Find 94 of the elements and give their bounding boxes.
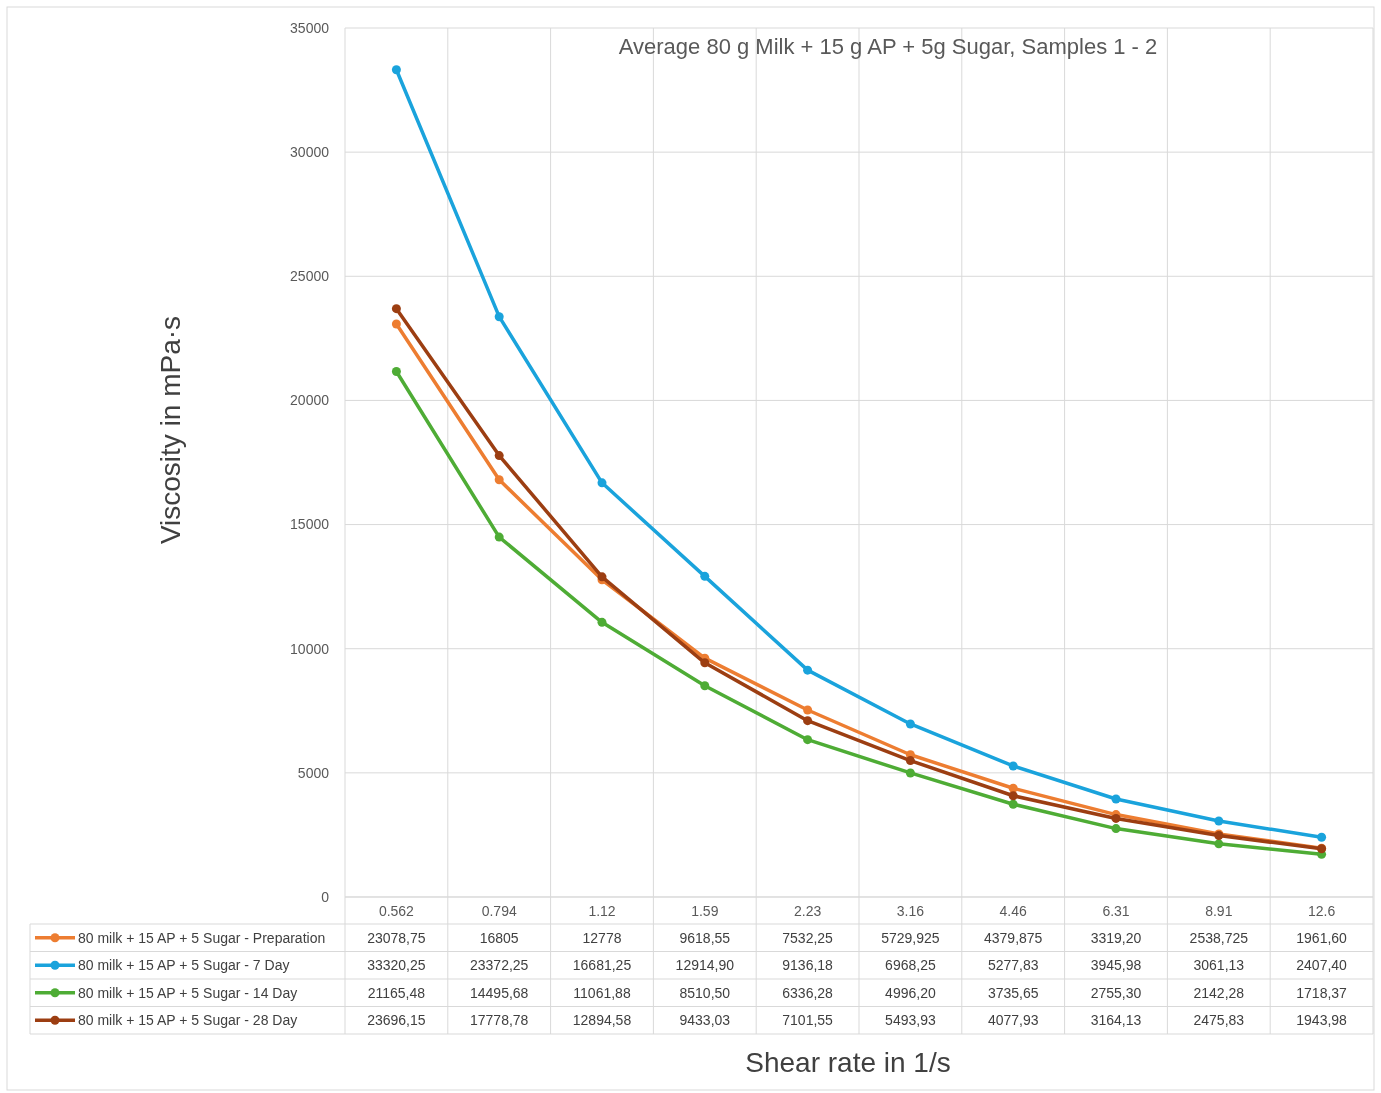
point (1214, 839, 1224, 849)
data-label: 8510,50 (679, 984, 731, 1001)
x-tick-label: 12.6 (1307, 902, 1336, 919)
point (905, 768, 915, 778)
data-label: 17778,78 (470, 1012, 529, 1029)
point (803, 665, 813, 675)
x-tick-label: 6.31 (1102, 902, 1130, 919)
data-label: 1718,37 (1296, 984, 1348, 1001)
x-tick-label: 4.46 (999, 902, 1028, 919)
x-tick-label: 2.23 (793, 902, 822, 919)
data-label: 23696,15 (367, 1012, 426, 1029)
y-axis-title: Viscosity in mPa·s (154, 315, 186, 545)
point (905, 756, 915, 766)
data-label: 2538,725 (1189, 929, 1249, 946)
data-label: 12914,90 (675, 957, 735, 974)
data-label: 23078,75 (367, 929, 426, 946)
point (1111, 794, 1121, 804)
point (1008, 791, 1018, 801)
data-label: 16681,25 (572, 957, 632, 974)
data-label: 21165,48 (367, 984, 426, 1001)
point (391, 304, 401, 314)
x-tick-label: 0.794 (481, 902, 517, 919)
point (1008, 783, 1018, 793)
data-label: 1961,60 (1296, 929, 1348, 946)
legend-label: 80 milk + 15 AP + 5 Sugar - 7 Day (78, 957, 290, 974)
data-label: 3945,98 (1090, 957, 1142, 974)
data-label: 2407,40 (1296, 957, 1348, 974)
data-label: 5493,93 (885, 1012, 936, 1029)
data-label: 4379,875 (984, 929, 1043, 946)
data-label: 4077,93 (987, 1012, 1039, 1029)
point (391, 65, 401, 75)
point (700, 571, 710, 581)
x-tick-label: 8.91 (1205, 902, 1233, 919)
point (494, 475, 504, 485)
data-label: 3061,13 (1193, 957, 1245, 974)
data-label: 2142,28 (1193, 984, 1245, 1001)
data-label: 6968,25 (885, 957, 936, 974)
data-label: 7532,25 (782, 929, 834, 946)
data-label: 2475,83 (1193, 1012, 1245, 1029)
data-label: 1943,98 (1296, 1012, 1348, 1029)
point (1008, 799, 1018, 809)
point (494, 451, 504, 461)
point (1111, 824, 1121, 834)
point (803, 705, 813, 715)
point (700, 658, 710, 668)
data-label: 14495,68 (470, 984, 529, 1001)
chart-title: Average 80 g Milk + 15 g AP + 5g Sugar, Samples 1 - 2 (618, 33, 1158, 59)
y-tick-label: 35000 (290, 19, 330, 36)
data-label: 6336,28 (782, 984, 834, 1001)
point (1008, 761, 1018, 771)
data-label: 5729,925 (881, 929, 940, 946)
point (494, 532, 504, 542)
data-label: 5277,83 (987, 957, 1039, 974)
point (1317, 832, 1327, 842)
data-label: 3319,20 (1090, 929, 1142, 946)
x-tick-label: 1.12 (588, 902, 616, 919)
data-label: 9136,18 (782, 957, 834, 974)
y-tick-label: 0 (321, 888, 330, 905)
x-tick-label: 0.562 (378, 902, 415, 919)
point (803, 735, 813, 745)
data-label: 23372,25 (470, 957, 529, 974)
y-tick-label: 25000 (290, 268, 330, 285)
legend-label: 80 milk + 15 AP + 5 Sugar - 28 Day (78, 1012, 298, 1029)
data-label: 12778 (582, 929, 622, 946)
point (597, 478, 607, 488)
y-tick-label: 5000 (297, 764, 330, 781)
data-label: 33320,25 (367, 957, 426, 974)
point (597, 617, 607, 627)
data-label: 12894,58 (572, 1012, 632, 1029)
x-tick-label: 1.59 (691, 902, 719, 919)
y-tick-label: 30000 (290, 144, 330, 161)
data-label: 4996,20 (885, 984, 936, 1001)
data-label: 7101,55 (782, 1012, 834, 1029)
point (905, 719, 915, 729)
point (803, 716, 813, 726)
point (391, 319, 401, 329)
data-label: 9433,03 (679, 1012, 731, 1029)
y-tick-label: 20000 (290, 392, 330, 409)
legend-label: 80 milk + 15 AP + 5 Sugar - Preparation (78, 929, 326, 946)
data-label: 3735,65 (987, 984, 1039, 1001)
point (494, 312, 504, 322)
point (700, 681, 710, 691)
point (391, 366, 401, 376)
x-tick-label: 3.16 (896, 902, 925, 919)
data-label: 9618,55 (679, 929, 731, 946)
x-axis-title: Shear rate in 1/s (745, 1046, 951, 1078)
data-label: 11061,88 (573, 984, 631, 1001)
legend-label: 80 milk + 15 AP + 5 Sugar - 14 Day (78, 984, 298, 1001)
y-tick-label: 15000 (290, 516, 330, 533)
data-label: 16805 (479, 929, 519, 946)
data-label: 3164,13 (1090, 1012, 1142, 1029)
data-label: 2755,30 (1090, 984, 1142, 1001)
point (1214, 816, 1224, 826)
y-tick-label: 10000 (290, 640, 330, 657)
